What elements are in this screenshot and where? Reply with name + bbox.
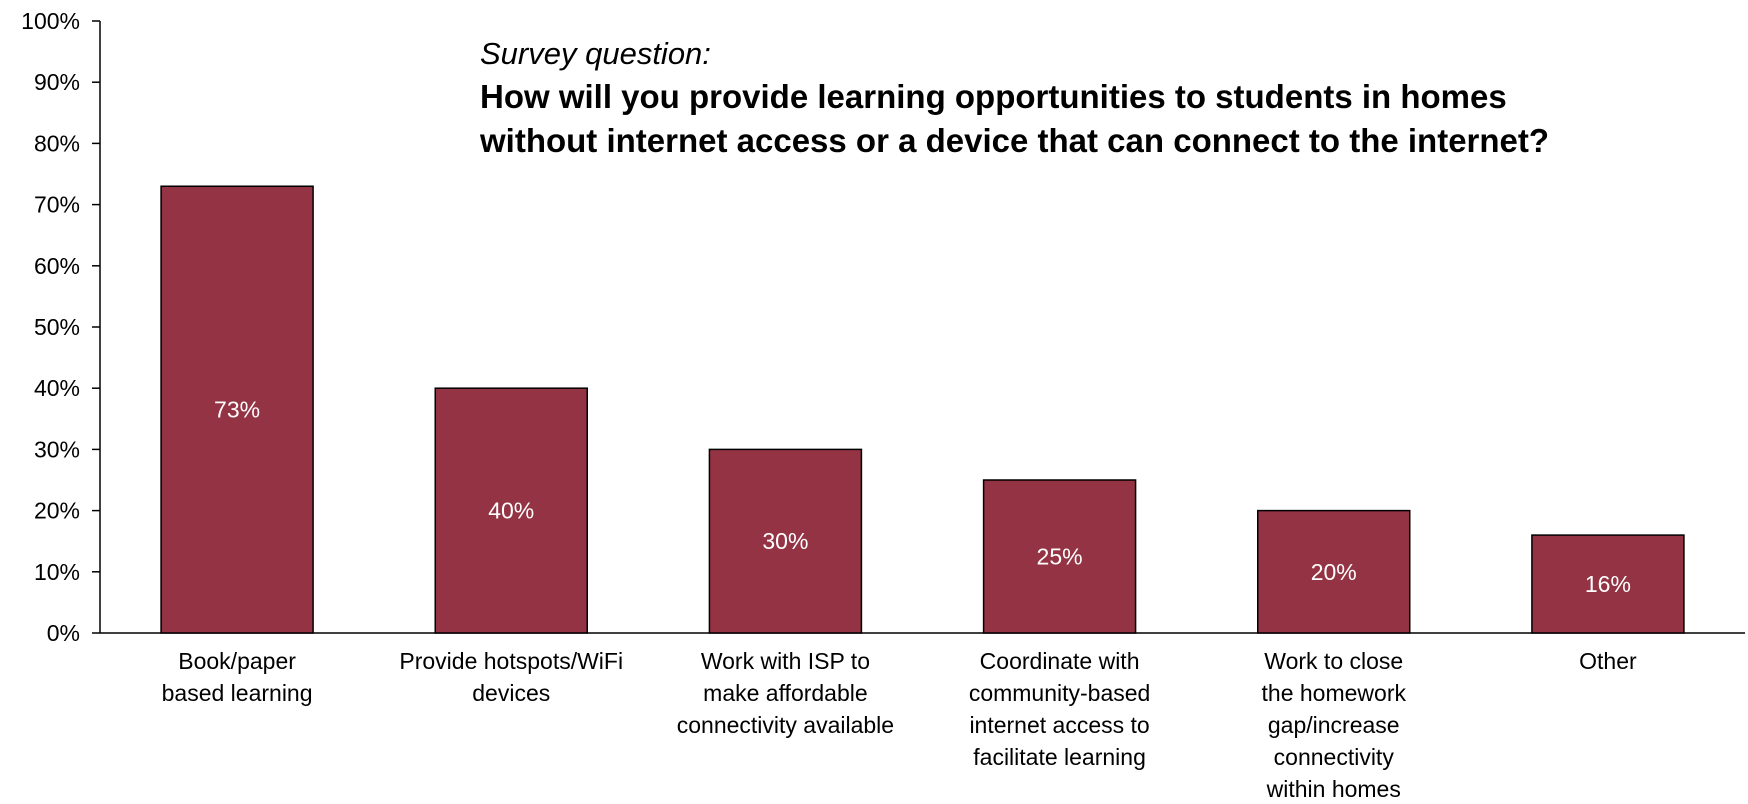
bars [160,185,1685,634]
chart-title-line-1: How will you provide learning opportunit… [480,78,1507,115]
bar [160,185,314,634]
category-label-line: Work to close [1264,648,1403,674]
category-label-line: facilitate learning [973,744,1146,770]
bar-data-label: 73% [214,397,260,423]
bar [1257,509,1411,634]
category-label-line: devices [472,680,550,706]
y-tick-label: 40% [34,375,80,401]
bar [982,479,1137,634]
category-label-line: the homework [1262,680,1407,706]
bar-data-label: 40% [488,498,534,524]
category-label: Book/paper based learning [162,648,313,706]
y-tick-label: 100% [21,8,80,34]
category-label-line: connectivity available [677,712,894,738]
category-label-line: make affordable [703,680,868,706]
chart-title-line-2: without internet access or a device that… [479,122,1549,159]
y-tick-label: 70% [34,192,80,218]
bar-data-label: 16% [1585,571,1631,597]
bar [708,448,863,634]
bar-data-label: 25% [1037,544,1083,570]
y-tick-label: 20% [34,498,80,524]
category-label-line: Coordinate with [980,648,1140,674]
category-label-line: Work with ISP to [701,648,870,674]
category-label: Work with ISP to make affordable connectiv… [677,648,894,738]
category-label: Other [1579,648,1637,674]
category-label-line: gap/increase [1268,712,1400,738]
chart-title-group: Survey question: How will you provide le… [479,36,1549,159]
category-label-line: internet access to [969,712,1149,738]
y-tick-label: 60% [34,253,80,279]
bar-data-label: 30% [762,528,808,554]
y-tick-label: 30% [34,436,80,462]
category-label-line: connectivity [1274,744,1395,770]
category-label: Provide hotspots/WiFi devices [399,648,623,706]
bar [434,387,588,634]
bar [1531,534,1685,634]
category-label-line: based learning [162,680,313,706]
category-labels: Book/paper based learning Provide hotspots… [162,648,1637,802]
category-label-line: Book/paper [178,648,296,674]
y-tick-label: 10% [34,559,80,585]
y-tick-label: 90% [34,69,80,95]
category-label-line: Other [1579,648,1637,674]
category-label-line: community-based [969,680,1151,706]
bar-data-label: 20% [1311,559,1357,585]
category-label: Work to close the homework gap/increase con… [1262,648,1407,799]
y-tick-label: 50% [34,314,80,340]
category-label-line: within homes [1266,776,1401,799]
y-axis: 0% 10% 20% 30% 40% 50% 60% 70% 80% 90% 100% [21,8,101,646]
category-label: Coordinate with community-based internet a… [969,648,1151,770]
y-tick-label: 80% [34,130,80,156]
y-tick-label: 0% [47,620,80,646]
bar-data-labels: 73% 40% 30% 25% 20% 16% [214,397,1631,597]
category-label-line: Provide hotspots/WiFi [399,648,623,674]
chart-subtitle: Survey question: [480,36,711,71]
